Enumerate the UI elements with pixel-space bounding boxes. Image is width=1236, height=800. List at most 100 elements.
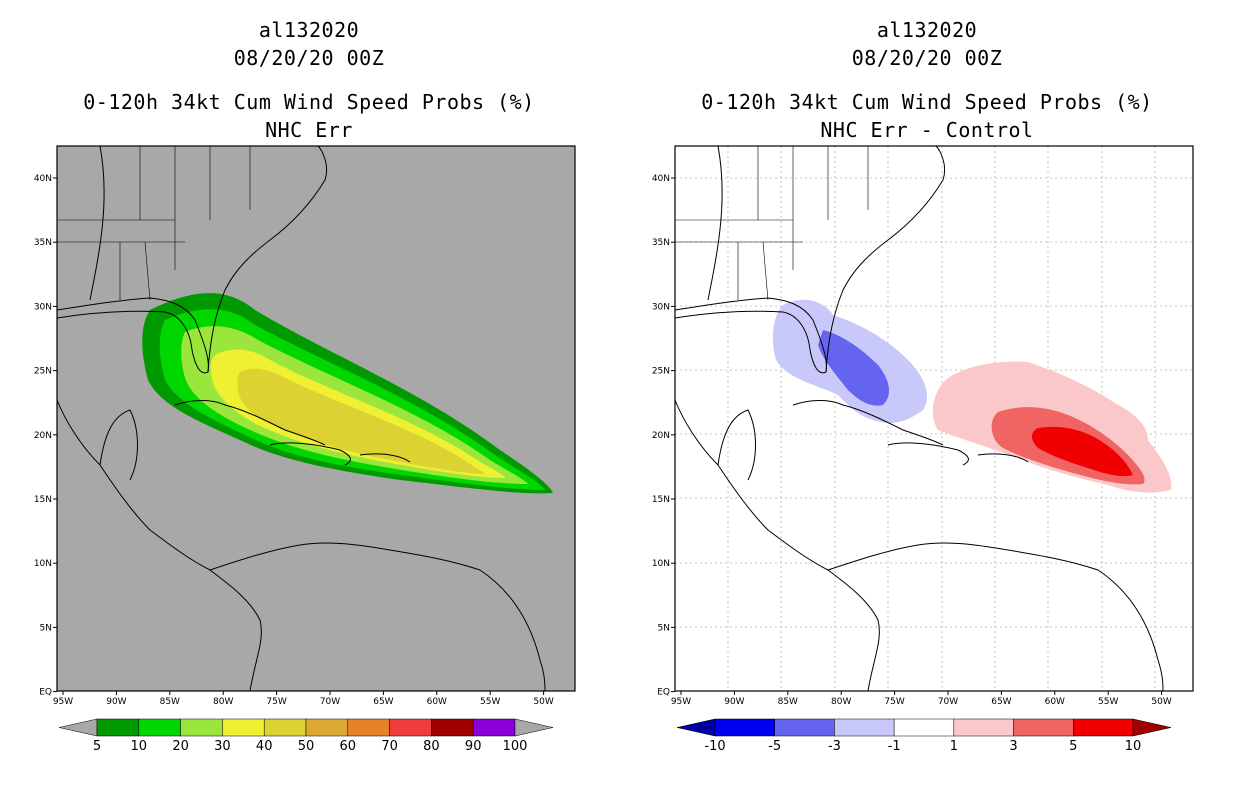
right-lon-tick-label: 55W: [1098, 697, 1118, 707]
right-colorbar-label: -1: [888, 739, 901, 754]
right-lon-tick-label: 50W: [1151, 697, 1171, 707]
right-colorbar-segment: [714, 718, 775, 737]
right-lon-tick-label: 70W: [938, 697, 958, 707]
left-colorbar-segment: [472, 718, 516, 737]
left-lat-tick-label: 10N: [34, 559, 52, 569]
right-difference-field: [772, 299, 1172, 493]
right-colorbar-segment: [953, 718, 1014, 737]
right-lon-tick-label: 95W: [671, 697, 691, 707]
left-lon-tick-label: 60W: [427, 697, 447, 707]
left-colorbar-label: 5: [93, 739, 101, 754]
right-colorbar-segment: [834, 718, 895, 737]
left-lat-tick-label: 40N: [34, 174, 52, 184]
left-colorbar-segment: [222, 718, 265, 737]
left-lat-tick-label: 20N: [34, 431, 52, 441]
right-lat-tick-label: 20N: [652, 431, 670, 441]
right-lat-tick-label: 25N: [652, 367, 670, 377]
left-colorbar-label: 40: [256, 739, 273, 754]
right-grid: [675, 146, 1193, 691]
left-subtitle: NHC Err: [265, 118, 353, 142]
right-colorbar-label: 3: [1009, 739, 1017, 754]
left-lat-tick-label: 15N: [34, 495, 52, 505]
right-map-panel: al132020 08/20/20 00Z 0-120h 34kt Cum Wi…: [618, 0, 1236, 800]
left-lat-tick-label: 30N: [34, 302, 52, 312]
left-map-panel: al132020 08/20/20 00Z 0-120h 34kt Cum Wi…: [34, 18, 576, 754]
right-lat-tick-label: EQ: [657, 688, 670, 698]
left-colorbar-arrow-high: [514, 718, 554, 737]
right-storm-id: al132020: [876, 18, 978, 42]
left-colorbar-segment: [431, 718, 474, 737]
right-colorbar-segment: [893, 718, 955, 737]
right-lat-tick-label: 30N: [652, 302, 670, 312]
right-lon-tick-label: 85W: [778, 697, 798, 707]
left-probability-field: [142, 293, 553, 494]
right-lon-tick-label: 80W: [831, 697, 851, 707]
right-lat-tick-label: 15N: [652, 495, 670, 505]
right-borders: [675, 146, 869, 301]
left-colorbar-label: 70: [381, 739, 398, 754]
left-colorbar: 5 10 20 30 40 50 60 70 80 90 100: [58, 718, 554, 754]
right-colorbar-segment: [774, 718, 835, 737]
right-colorbar-arrow-low: [676, 718, 716, 737]
left-lon-tick-label: 50W: [533, 697, 553, 707]
left-lon-tick-label: 55W: [480, 697, 500, 707]
left-colorbar-segment: [96, 718, 140, 737]
right-lon-tick-label: 60W: [1045, 697, 1065, 707]
right-lat-tick-label: 10N: [652, 559, 670, 569]
right-colorbar: -10 -5 -3 -1 1 3 5 10: [676, 718, 1172, 754]
left-colorbar-segment: [263, 718, 307, 737]
left-colorbar-label: 10: [131, 739, 148, 754]
left-lon-tick-label: 75W: [266, 697, 286, 707]
left-date: 08/20/20 00Z: [233, 46, 385, 70]
left-colorbar-segment: [347, 718, 390, 737]
left-colorbar-label: 80: [423, 739, 440, 754]
right-colorbar-label: 5: [1069, 739, 1077, 754]
left-colorbar-segment: [138, 718, 181, 737]
left-colorbar-label: 60: [340, 739, 357, 754]
right-lon-tick-label: 90W: [724, 697, 744, 707]
left-lat-tick-label: 35N: [34, 238, 52, 248]
right-coastlines: [674, 145, 1164, 692]
left-lat-tick-label: 5N: [40, 623, 52, 633]
right-colorbar-label: 1: [950, 739, 958, 754]
left-borders: [57, 146, 251, 301]
left-colorbar-segment: [389, 718, 432, 737]
left-lon-tick-label: 95W: [53, 697, 73, 707]
left-lon-tick-label: 85W: [160, 697, 180, 707]
right-colorbar-arrow-high: [1132, 718, 1172, 737]
left-lon-tick-label: 65W: [373, 697, 393, 707]
right-colorbar-label: -3: [828, 739, 841, 754]
left-colorbar-label: 30: [214, 739, 231, 754]
right-colorbar-label: -10: [704, 739, 725, 754]
right-lon-tick-label: 65W: [991, 697, 1011, 707]
left-colorbar-label: 100: [503, 739, 528, 754]
left-colorbar-segment: [305, 718, 349, 737]
left-lon-tick-label: 70W: [320, 697, 340, 707]
right-colorbar-segment: [1073, 718, 1134, 737]
right-subtitle: NHC Err - Control: [820, 118, 1034, 142]
left-storm-id: al132020: [258, 18, 360, 42]
right-lat-tick-label: 40N: [652, 174, 670, 184]
right-lon-tick-label: 75W: [884, 697, 904, 707]
left-colorbar-label: 50: [298, 739, 315, 754]
right-colorbar-label: 10: [1125, 739, 1142, 754]
right-lat-tick-label: 5N: [658, 623, 670, 633]
left-lon-tick-label: 80W: [213, 697, 233, 707]
right-colorbar-label: -5: [768, 739, 781, 754]
left-colorbar-arrow-low: [58, 718, 98, 737]
left-colorbar-label: 20: [172, 739, 189, 754]
left-lat-tick-label: EQ: [39, 688, 52, 698]
right-lat-tick-label: 35N: [652, 238, 670, 248]
left-colorbar-label: 90: [465, 739, 482, 754]
right-date: 08/20/20 00Z: [851, 46, 1003, 70]
left-colorbar-segment: [180, 718, 223, 737]
left-title: 0-120h 34kt Cum Wind Speed Probs (%): [83, 90, 535, 114]
left-lon-tick-label: 90W: [106, 697, 126, 707]
right-colorbar-segment: [1013, 718, 1074, 737]
right-title: 0-120h 34kt Cum Wind Speed Probs (%): [701, 90, 1153, 114]
left-lat-tick-label: 25N: [34, 367, 52, 377]
